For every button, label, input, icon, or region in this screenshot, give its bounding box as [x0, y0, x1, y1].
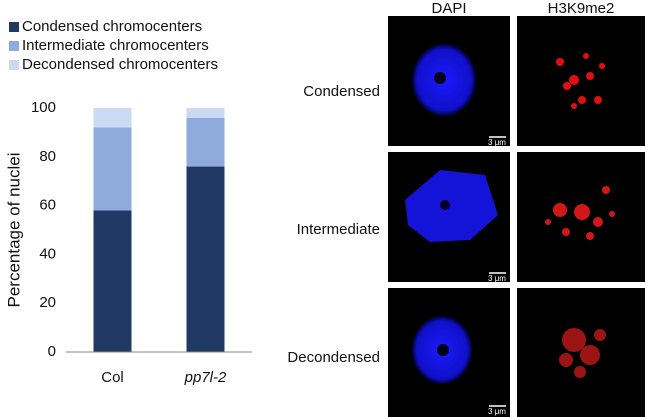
y-tick-label: 100 [31, 99, 56, 116]
legend-label: Condensed chromocenters [22, 18, 202, 35]
scale-label: 3 μm [488, 138, 506, 147]
chromocenter [440, 200, 450, 210]
legend-swatch [9, 60, 19, 70]
bar-segment [186, 166, 225, 352]
chromocenter [434, 72, 446, 84]
foci [559, 328, 606, 378]
legend-swatch [9, 41, 19, 51]
bar-segment [93, 108, 132, 128]
chromocenter [437, 344, 449, 356]
foci [556, 53, 605, 109]
x-tick-label: Col [101, 369, 124, 386]
y-tick-label: 20 [39, 294, 56, 311]
column-header: DAPI [431, 0, 466, 17]
bar-segment [186, 108, 225, 118]
y-tick-label: 60 [39, 197, 56, 214]
row-label: Decondensed [287, 349, 380, 366]
bar-segment [186, 117, 225, 167]
bar-segment [93, 210, 132, 352]
bar-segment [93, 127, 132, 211]
legend-label: Intermediate chromocenters [22, 37, 209, 54]
legend-label: Decondensed chromocenters [22, 56, 218, 73]
y-axis-label: Percentage of nuclei [4, 153, 23, 308]
y-tick-label: 0 [48, 343, 56, 360]
x-tick-label: pp7l-2 [184, 369, 227, 386]
h3k9-image [517, 16, 645, 146]
column-header: H3K9me2 [548, 0, 615, 17]
bar-chart: Condensed chromocenters Intermediate chro… [4, 18, 252, 386]
scale-label: 3 μm [488, 274, 506, 283]
image-panel: DAPI H3K9me2 Condensed Intermediate Deco… [287, 0, 645, 417]
scale-label: 3 μm [488, 407, 506, 416]
nucleus [405, 170, 498, 242]
foci [545, 186, 615, 240]
y-tick-label: 80 [39, 148, 56, 165]
y-tick-label: 40 [39, 245, 56, 262]
row-label: Condensed [303, 83, 380, 100]
row-label: Intermediate [297, 221, 380, 238]
legend-swatch [9, 22, 19, 32]
